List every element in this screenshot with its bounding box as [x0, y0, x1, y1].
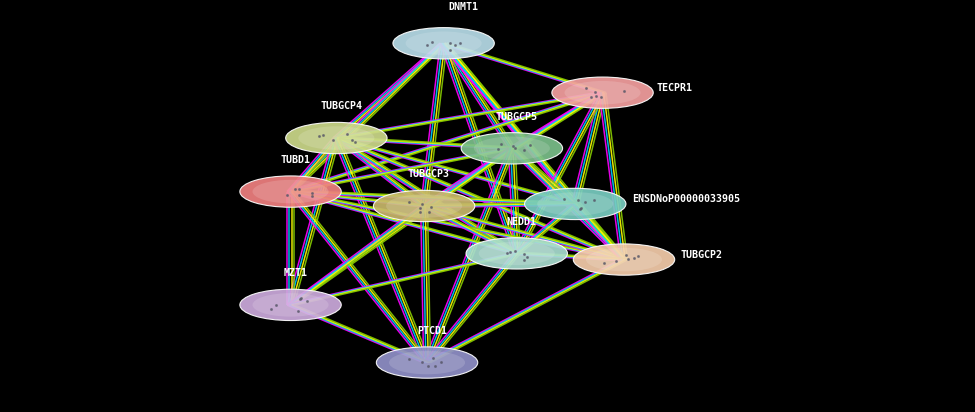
Ellipse shape [386, 194, 462, 218]
Ellipse shape [537, 192, 613, 216]
Ellipse shape [393, 28, 494, 59]
Ellipse shape [565, 81, 641, 105]
Text: TUBGCP3: TUBGCP3 [408, 169, 450, 179]
Text: ENSDNoP00000033905: ENSDNoP00000033905 [632, 194, 740, 204]
Ellipse shape [474, 137, 550, 160]
Ellipse shape [253, 180, 329, 203]
Text: TUBGCP4: TUBGCP4 [320, 101, 363, 111]
Ellipse shape [525, 188, 626, 220]
Ellipse shape [586, 248, 662, 272]
Text: DNMT1: DNMT1 [448, 2, 478, 12]
Text: PTCD1: PTCD1 [417, 326, 447, 336]
Ellipse shape [253, 293, 329, 316]
Text: TUBGCP5: TUBGCP5 [495, 112, 538, 122]
Ellipse shape [406, 32, 482, 55]
Ellipse shape [240, 176, 341, 207]
Ellipse shape [286, 122, 387, 154]
Text: TUBD1: TUBD1 [281, 155, 310, 165]
Ellipse shape [376, 347, 478, 378]
Ellipse shape [461, 133, 563, 164]
Text: MZT1: MZT1 [284, 268, 307, 278]
Ellipse shape [240, 289, 341, 321]
Ellipse shape [466, 238, 567, 269]
Text: TUBGCP2: TUBGCP2 [681, 250, 722, 260]
Ellipse shape [552, 77, 653, 108]
Ellipse shape [389, 351, 465, 374]
Text: TECPR1: TECPR1 [656, 83, 692, 93]
Ellipse shape [573, 244, 675, 275]
Text: NEDD1: NEDD1 [507, 217, 536, 227]
Ellipse shape [298, 126, 374, 150]
Ellipse shape [373, 190, 475, 222]
Ellipse shape [479, 241, 555, 265]
